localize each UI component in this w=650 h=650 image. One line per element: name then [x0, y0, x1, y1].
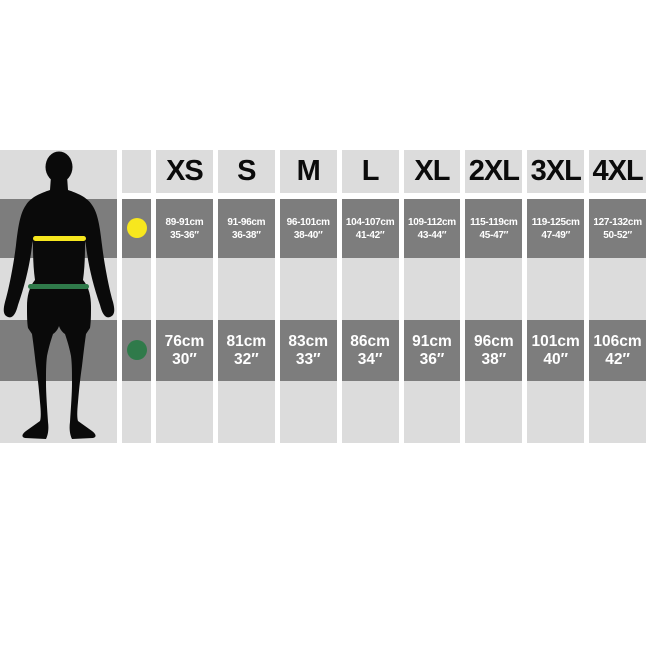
size-header: 4XL — [592, 155, 643, 187]
waist-in: 40″ — [543, 350, 569, 368]
waist-cm: 76cm — [164, 332, 205, 350]
chest-cell: 104-107cm 41-42″ — [342, 199, 399, 258]
waist-cm: 86cm — [350, 332, 390, 350]
chest-cm: 104-107cm — [345, 216, 395, 228]
chest-marker-dot — [126, 218, 147, 238]
waist-in: 42″ — [605, 350, 630, 368]
chest-cell: 115-119cm 45-47″ — [465, 199, 522, 258]
size-column-xl: XL 109-112cm 43-44″ 91cm 36″ — [403, 150, 461, 443]
chest-in: 45-47″ — [479, 229, 509, 241]
figure-column — [0, 150, 117, 443]
waist-cell: 76cm 30″ — [156, 320, 213, 381]
waist-in: 38″ — [481, 350, 507, 368]
waist-in: 34″ — [357, 350, 383, 368]
waist-cm: 96cm — [473, 332, 514, 350]
size-header: XL — [414, 155, 450, 187]
waist-in: 30″ — [172, 350, 197, 368]
waist-marker-dot — [126, 340, 147, 360]
waist-cell: 101cm 40″ — [527, 320, 584, 381]
waist-cell: 83cm 33″ — [280, 320, 337, 381]
chest-cell: 91-96cm 36-38″ — [218, 199, 275, 258]
chest-in: 47-49″ — [541, 229, 570, 241]
chest-cell: 109-112cm 43-44″ — [404, 199, 461, 258]
waist-cell: 91cm 36″ — [404, 320, 461, 381]
waist-measure-line — [28, 284, 89, 289]
chest-cm: 91-96cm — [227, 216, 266, 228]
size-header: 3XL — [530, 155, 582, 187]
legend-column — [122, 150, 151, 443]
chest-cell: 127-132cm 50-52″ — [589, 199, 646, 258]
chest-cell: 96-101cm 38-40″ — [280, 199, 337, 258]
waist-cm: 81cm — [226, 332, 267, 350]
waist-in: 36″ — [419, 350, 445, 368]
waist-cm: 83cm — [288, 332, 329, 350]
waist-cell: 86cm 34″ — [342, 320, 399, 381]
chest-in: 43-44″ — [417, 229, 447, 241]
chest-cm: 119-125cm — [531, 216, 580, 228]
chest-cm: 89-91cm — [165, 216, 204, 228]
silhouette-body — [3, 176, 115, 439]
human-silhouette — [3, 151, 115, 439]
chest-in: 35-36″ — [170, 229, 199, 241]
waist-cm: 106cm — [593, 332, 642, 350]
size-column-3xl: 3XL 119-125cm 47-49″ 101cm 40″ — [527, 150, 585, 443]
chest-in: 41-42″ — [355, 229, 385, 241]
waist-cell: 81cm 32″ — [218, 320, 275, 381]
size-chart: XS 89-91cm 35-36″ 76cm 30″ S 91-96cm 36-… — [0, 150, 646, 443]
chest-cm: 127-132cm — [593, 216, 642, 228]
size-column-xs: XS 89-91cm 35-36″ 76cm 30″ — [156, 150, 213, 443]
chest-cell: 89-91cm 35-36″ — [156, 199, 213, 258]
size-column-2xl: 2XL 115-119cm 45-47″ 96cm 38″ — [465, 150, 523, 443]
waist-cm: 101cm — [531, 332, 580, 350]
waist-cell: 96cm 38″ — [465, 320, 522, 381]
silhouette-head — [45, 151, 73, 183]
size-column-4xl: 4XL 127-132cm 50-52″ 106cm 42″ — [589, 150, 646, 443]
chest-in: 36-38″ — [232, 229, 261, 241]
chest-in: 38-40″ — [293, 229, 323, 241]
size-column-s: S 91-96cm 36-38″ 81cm 32″ — [217, 150, 275, 443]
chest-measure-line — [33, 236, 86, 241]
waist-in: 33″ — [295, 350, 321, 368]
waist-cm: 91cm — [412, 332, 452, 350]
size-column-l: L 104-107cm 41-42″ 86cm 34″ — [341, 150, 399, 443]
chest-in: 50-52″ — [603, 229, 632, 241]
size-header: S — [237, 155, 256, 187]
size-header: L — [361, 155, 380, 187]
size-column-m: M 96-101cm 38-40″ 83cm 33″ — [279, 150, 337, 443]
waist-cell: 106cm 42″ — [589, 320, 646, 381]
chest-cm: 109-112cm — [407, 216, 456, 228]
chest-cm: 96-101cm — [286, 216, 331, 228]
waist-in: 32″ — [233, 350, 259, 368]
chest-cell: 119-125cm 47-49″ — [527, 199, 584, 258]
size-header: XS — [166, 155, 204, 187]
size-header: 2XL — [468, 155, 520, 187]
size-header: M — [296, 155, 321, 187]
chest-cm: 115-119cm — [470, 216, 518, 228]
